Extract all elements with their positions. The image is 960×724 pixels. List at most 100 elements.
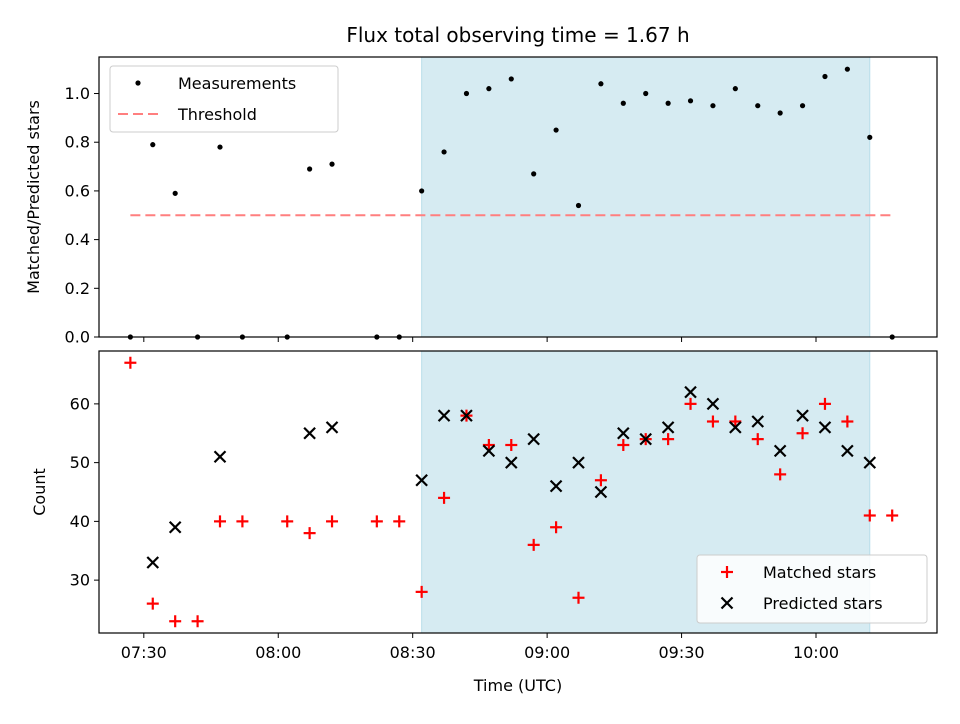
top-ytick-label-0: 0.0 [65,328,90,347]
matched-star-point-31 [863,509,876,522]
predicted-star-point-20 [751,415,765,428]
bottom-ytick-label-2: 50 [70,453,90,472]
top-y-axis-label: Matched/Predicted stars [24,100,43,294]
top-shaded-region [421,56,871,338]
bottom-y-axis-label: Count [30,468,49,516]
legend-predicted-x-b [720,596,734,610]
predicted-star-point-18-b [706,397,720,411]
legend-matched-marker [721,566,733,578]
legend-threshold-label: Threshold [177,105,257,124]
predicted-star-point-4 [325,421,339,434]
matched-star-point-1 [146,597,159,610]
measurement-point-13 [463,90,470,97]
matched-star-point-20 [617,439,630,451]
predicted-star-point-7-b [460,409,473,422]
predicted-star-point-16-b [661,421,675,434]
bottom-xtick-label-2: 08:30 [390,643,436,662]
predicted-star-point-19-b [729,421,742,434]
bottom-axes-frame [98,350,938,634]
predicted-star-point-24 [841,444,854,458]
measurement-point-28 [799,103,806,109]
top-x-ticks [143,337,817,342]
measurement-point-18 [575,202,582,209]
predicted-star-point-9 [505,456,518,469]
predicted-star-point-23 [818,421,832,434]
legend-predicted-marker [720,596,734,610]
measurement-point-14 [486,86,492,92]
bottom-legend-box [696,554,928,624]
chart-title: Flux total observing time = 1.67 h [346,23,689,47]
predicted-star-point-23-b [818,421,832,434]
matched-star-point-30 [841,415,854,428]
measurement-point-1 [150,142,156,148]
measurement-point-30 [844,66,850,72]
matched-star-point-0 [124,356,137,369]
measurement-point-2 [172,190,178,196]
predicted-star-point-15-b [639,432,652,446]
legend-measurements-marker [135,80,141,86]
measurement-point-15 [508,76,514,82]
predicted-star-point-11 [549,479,563,493]
measurement-point-7 [307,166,313,172]
predicted-star-point-3-b [303,426,316,440]
legend-predicted-label: Predicted stars [763,594,883,613]
measurement-point-21 [643,90,649,97]
matched-star-point-23 [684,397,697,410]
predicted-star-point-21 [773,444,787,458]
measurement-point-25 [732,86,738,92]
matched-star-point-27 [774,468,787,481]
predicted-star-point-10-b [527,432,540,446]
top-legend: Measurements Threshold [109,65,339,133]
measurement-points [127,66,895,340]
matched-star-point-8 [326,515,339,528]
matched-star-point-5 [236,515,249,528]
matched-star-point-12 [438,491,451,504]
top-axes-frame [98,56,938,338]
matched-star-point-10 [393,515,406,528]
measurement-point-29 [822,73,828,80]
predicted-star-point-1-b [168,520,182,534]
predicted-star-point-0-b [146,556,160,569]
predicted-star-point-1 [168,520,182,534]
bottom-xtick-label-4: 09:30 [659,643,705,662]
bottom-xtick-label-5: 10:00 [793,643,839,662]
predicted-star-point-22 [796,409,809,422]
matched-star-point-3 [191,615,204,628]
predicted-star-point-8-b [482,444,496,458]
predicted-star-point-12-b [572,456,585,469]
predicted-star-point-7 [460,409,473,422]
predicted-star-point-25 [863,456,877,469]
predicted-star-point-21-b [773,444,787,458]
predicted-star-point-3 [303,426,316,440]
matched-star-point-16 [527,538,540,551]
legend-predicted-x [720,596,734,610]
bottom-xtick-label-3: 09:00 [524,643,570,662]
matched-star-point-22 [662,433,675,446]
predicted-star-point-8 [482,444,496,458]
top-ytick-label-2: 0.4 [65,230,90,249]
legend-matched-label: Matched stars [763,563,876,582]
measurement-point-24 [710,103,716,109]
top-ytick-label-5: 1.0 [65,84,90,103]
bottom-ytick-label-0: 30 [70,571,90,590]
predicted-star-point-20-b [751,415,765,428]
measurement-point-11 [419,188,425,194]
predicted-star-point-24-b [841,444,854,458]
predicted-star-point-2-b [213,450,227,464]
top-ytick-label-4: 0.8 [65,133,90,152]
matched-star-point-32 [886,509,899,522]
predicted-star-point-15 [639,432,652,446]
matched-star-point-6 [281,515,294,528]
measurement-point-23 [687,98,694,104]
predicted-star-point-17 [684,385,697,399]
matched-star-point-24 [706,415,719,428]
bottom-xtick-label-0: 07:30 [121,643,167,662]
matched-star-point-7 [303,527,316,540]
measurement-point-20 [620,100,626,106]
predicted-star-point-2 [213,450,227,464]
bottom-legend: Matched stars Predicted stars [696,554,928,624]
predicted-star-points [146,385,877,569]
predicted-star-point-25-b [863,456,877,469]
